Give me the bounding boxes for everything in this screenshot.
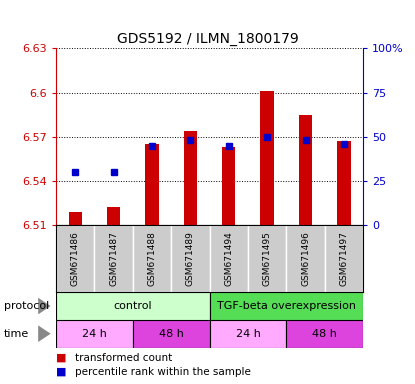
Bar (286, 225, 325, 292)
Bar (133, 320, 210, 348)
Bar (261, 91, 274, 225)
Bar (107, 207, 120, 225)
Bar (248, 225, 286, 292)
Text: GSM671497: GSM671497 (339, 231, 349, 286)
Polygon shape (38, 298, 51, 314)
Bar (210, 225, 248, 292)
Text: GSM671486: GSM671486 (71, 231, 80, 286)
Bar (68, 212, 82, 225)
Bar (325, 225, 363, 292)
Bar (171, 225, 210, 292)
Text: percentile rank within the sample: percentile rank within the sample (75, 367, 251, 377)
Bar (145, 144, 159, 225)
Text: control: control (113, 301, 152, 311)
Text: ■: ■ (56, 367, 66, 377)
Text: GSM671495: GSM671495 (263, 231, 272, 286)
Bar (210, 320, 286, 348)
Text: GDS5192 / ILMN_1800179: GDS5192 / ILMN_1800179 (117, 33, 298, 46)
Bar (56, 292, 210, 320)
Bar (95, 225, 133, 292)
Bar (133, 225, 171, 292)
Text: protocol: protocol (4, 301, 49, 311)
Text: GSM671488: GSM671488 (147, 231, 156, 286)
Text: TGF-beta overexpression: TGF-beta overexpression (217, 301, 356, 311)
Text: 24 h: 24 h (236, 329, 260, 339)
Text: 48 h: 48 h (312, 329, 337, 339)
Bar (210, 292, 363, 320)
Text: time: time (4, 329, 29, 339)
Bar (299, 115, 312, 225)
Bar (337, 141, 351, 225)
Bar (184, 131, 197, 225)
Bar (56, 320, 133, 348)
Text: ■: ■ (56, 353, 66, 363)
Bar (222, 147, 235, 225)
Text: transformed count: transformed count (75, 353, 172, 363)
Bar (56, 225, 95, 292)
Polygon shape (38, 325, 51, 342)
Text: GSM671494: GSM671494 (224, 231, 233, 286)
Text: 48 h: 48 h (159, 329, 183, 339)
Text: GSM671496: GSM671496 (301, 231, 310, 286)
Text: GSM671489: GSM671489 (186, 231, 195, 286)
Text: GSM671487: GSM671487 (109, 231, 118, 286)
Bar (286, 320, 363, 348)
Text: 24 h: 24 h (82, 329, 107, 339)
